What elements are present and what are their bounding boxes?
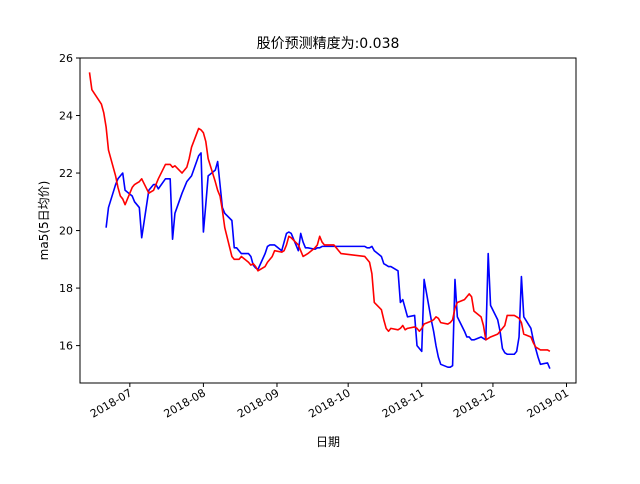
plot-frame (79, 57, 577, 384)
x-axis-label: 日期 (316, 435, 340, 449)
y-axis-label: ma5(5日均价) (37, 181, 51, 261)
series-line-2 (88, 72, 551, 353)
y-tick-label: 22 (59, 167, 73, 180)
series-line-1 (105, 152, 551, 369)
y-tick-label: 16 (59, 340, 73, 353)
series-layer (88, 72, 551, 369)
y-tick-label: 20 (59, 225, 73, 238)
chart-title: 股价预测精度为:0.038 (257, 36, 400, 52)
y-tick-label: 26 (59, 52, 73, 65)
y-tick-label: 18 (59, 282, 73, 295)
y-tick-label: 24 (59, 110, 73, 123)
